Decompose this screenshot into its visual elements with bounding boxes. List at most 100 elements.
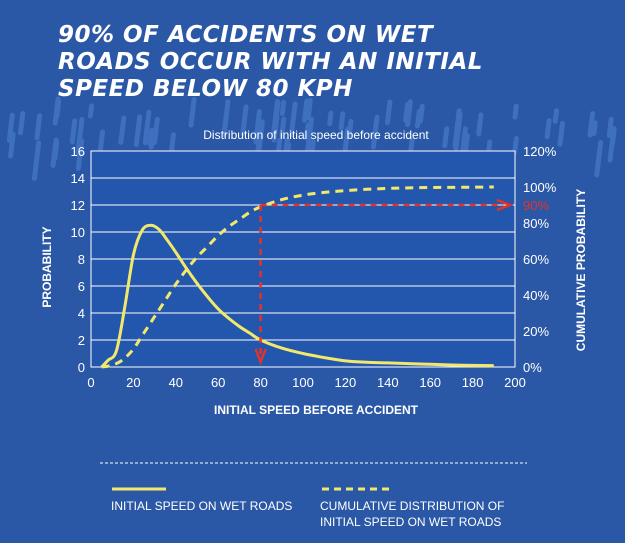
rain-streak	[591, 120, 598, 137]
y-tick-label: 8	[78, 252, 85, 267]
y-tick-label: 6	[78, 279, 85, 294]
rain-streak	[453, 111, 463, 151]
rain-streak	[34, 113, 43, 141]
headline-line-2: ROADS OCCUR WITH AN INITIAL	[58, 49, 483, 75]
rain-streak	[152, 116, 160, 145]
x-tick-label: 120	[335, 375, 357, 390]
rain-streak	[256, 119, 265, 153]
x-tick-label: 60	[211, 375, 225, 390]
x-axis-title: INITIAL SPEED BEFORE ACCIDENT	[214, 403, 419, 417]
x-tick-label: 100	[292, 375, 314, 390]
y-axis-tick-labels: 0 2 4 6 8 10 12 14 16	[71, 144, 85, 375]
rain-streak	[52, 139, 60, 162]
y-tick-label: 10	[71, 225, 85, 240]
y2-tick-label: 100%	[523, 180, 557, 195]
y-tick-label: 14	[71, 171, 85, 186]
rain-streak	[279, 116, 287, 139]
x-tick-label: 140	[377, 375, 399, 390]
rain-streak	[587, 111, 596, 138]
y2-tick-label: 40%	[523, 288, 549, 303]
rain-streak	[342, 126, 351, 152]
rain-streak	[31, 140, 42, 181]
rain-streak	[270, 99, 280, 140]
rain-streak	[609, 127, 617, 147]
rain-streak	[221, 99, 231, 138]
x-tick-label: 40	[169, 375, 183, 390]
series-lines	[100, 185, 494, 369]
marker-right-arrow	[496, 198, 514, 212]
headline: 90% OF ACCIDENTS ON WET ROADS OCCUR WITH…	[58, 22, 578, 103]
y-axis-title: PROBABILITY	[40, 226, 54, 307]
y-tick-label: 16	[71, 144, 85, 159]
y-tick-label: 0	[78, 360, 85, 375]
rain-streak	[459, 126, 468, 156]
rain-streak	[302, 98, 310, 123]
marker-label: 90%	[523, 198, 549, 213]
rain-streak	[370, 114, 380, 150]
x-tick-label: 160	[419, 375, 441, 390]
marker-down-arrow	[254, 348, 267, 366]
rain-streak	[8, 131, 16, 159]
rain-streak	[188, 96, 197, 128]
y2-axis-title: CUMULATIVE PROBABILITY	[574, 189, 588, 351]
rain-streak	[148, 131, 156, 150]
x-tick-label: 200	[504, 375, 526, 390]
rain-streak	[240, 104, 249, 137]
rain-streak	[512, 103, 519, 120]
y2-tick-label: 20%	[523, 324, 549, 339]
legend-label-speed: INITIAL SPEED ON WET ROADS	[111, 499, 292, 513]
rain-streak	[417, 103, 425, 124]
rain-streak	[6, 112, 15, 143]
x-axis-tick-labels: 0 20 40 60 80 100 120 140 160 180 200	[87, 375, 525, 390]
rain-streak	[557, 120, 566, 147]
x-tick-label: 180	[462, 375, 484, 390]
rain-streak	[288, 101, 298, 138]
x-tick-label: 0	[87, 375, 94, 390]
series-line-speed	[100, 223, 494, 369]
rain-streak	[384, 99, 393, 126]
y2-tick-label: 80%	[523, 216, 549, 231]
y2-tick-label: 60%	[523, 252, 549, 267]
rain-streak	[279, 99, 287, 117]
rain-streak	[327, 110, 334, 127]
rain-streak	[133, 114, 143, 148]
rain-streak	[75, 138, 85, 171]
rain-streak	[17, 111, 26, 136]
rain-streak	[253, 109, 262, 145]
chart-subtitle: Distribution of initial speed before acc…	[203, 128, 429, 142]
rain-streak	[118, 115, 127, 145]
x-tick-label: 20	[126, 375, 140, 390]
rain-streak	[606, 116, 614, 138]
rain-streak	[304, 122, 311, 141]
rain-streak	[476, 112, 484, 137]
rain-streak	[69, 118, 78, 145]
rain-streak	[305, 97, 313, 121]
y-tick-label: 2	[78, 333, 85, 348]
y2-tick-label: 120%	[523, 144, 557, 159]
rain-streak	[142, 109, 152, 146]
rain-streak	[442, 126, 450, 149]
rain-streak	[54, 98, 62, 119]
rain-streak	[544, 118, 552, 140]
x-tick-label: 80	[253, 375, 267, 390]
legend-label-cumulative-line-1: CUMULATIVE DISTRIBUTION OF	[320, 499, 504, 513]
legend-label-cumulative: CUMULATIVE DISTRIBUTION OF INITIAL SPEED…	[320, 499, 508, 529]
headline-line-3: SPEED BELOW 80 KPH	[58, 76, 353, 102]
threshold-marker: 90%	[254, 198, 549, 366]
y2-tick-label: 0%	[523, 360, 542, 375]
y-tick-label: 12	[71, 198, 85, 213]
rain-streak	[87, 103, 95, 119]
rain-streak	[594, 139, 604, 178]
rain-streak	[338, 111, 346, 131]
y2-axis-tick-labels: 0% 20% 40% 60% 80% 100% 120%	[523, 144, 557, 375]
legend-label-cumulative-line-2: INITIAL SPEED ON WET ROADS	[320, 515, 501, 529]
rain-streak	[403, 102, 411, 123]
series-line-cumulative	[101, 185, 494, 369]
rain-streak	[512, 135, 519, 155]
headline-line-1: 90% OF ACCIDENTS ON WET	[58, 22, 434, 48]
rain-streak	[552, 108, 560, 124]
rain-streak	[305, 116, 314, 154]
y-tick-label: 4	[78, 306, 85, 321]
